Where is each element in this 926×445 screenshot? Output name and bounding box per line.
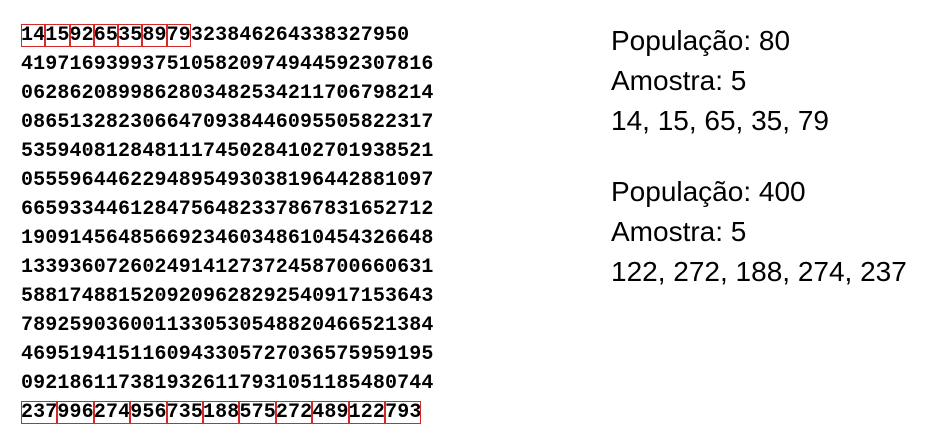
digit-sequence: 4197169399375105820974944592307816 [21,53,434,76]
highlighted-number: 237 [21,401,58,424]
digits-row: 0628620899862803482534211706798214 [21,79,434,108]
digits-row: 1909145648566923460348610454326648 [21,224,434,253]
sample-2-notes: População: 400 Amostra: 5 122, 272, 188,… [611,172,907,292]
digits-row: 0921861173819326117931051185480744 [21,369,434,398]
digit-sequence: 0555964462294895493038196442881097 [21,169,434,192]
digit-sequence: 6659334461284756482337867831652712 [21,198,434,221]
digit-sequence: 4695194151160943305727036575959195 [21,343,434,366]
digits-row: 6659334461284756482337867831652712 [21,195,434,224]
digits-row: 0555964462294895493038196442881097 [21,166,434,195]
digit-sequence: 1909145648566923460348610454326648 [21,227,434,250]
digit-sequence: 0628620899862803482534211706798214 [21,82,434,105]
digits-row: 5881748815209209628292540917153643 [21,282,434,311]
digits-row: 7892590360011330530548820466521384 [21,311,434,340]
sample-size-label: Amostra: 5 [611,65,747,96]
highlighted-number: 489 [312,401,349,424]
sample-size-label: Amostra: 5 [611,216,747,247]
highlighted-number: 89 [142,24,167,47]
digit-sequence: 323846264338327950 [190,24,410,47]
digit-sequence: 5359408128481117450284102701938521 [21,140,434,163]
digits-row: 14159265358979323846264338327950 [21,21,434,50]
highlighted-number: 735 [166,401,204,424]
digit-sequence: 0865132823066470938446095505822317 [21,111,434,134]
highlighted-number: 274 [93,401,131,424]
digit-sequence: 7892590360011330530548820466521384 [21,314,434,337]
highlighted-number: 575 [239,401,276,424]
digits-row: 0865132823066470938446095505822317 [21,108,434,137]
digits-row: 4197169399375105820974944592307816 [21,50,434,79]
digits-row: 4695194151160943305727036575959195 [21,340,434,369]
sample-1-notes: População: 80 Amostra: 5 14, 15, 65, 35,… [611,21,829,141]
highlighted-number: 793 [385,401,422,424]
selected-values: 122, 272, 188, 274, 237 [611,256,907,287]
digit-sequence: 1339360726024914127372458700660631 [21,256,434,279]
highlighted-number: 188 [203,401,240,424]
highlighted-number: 996 [57,401,94,424]
highlighted-number: 272 [275,401,313,424]
digits-row: 5359408128481117450284102701938521 [21,137,434,166]
digit-sequence: 5881748815209209628292540917153643 [21,285,434,308]
selected-values: 14, 15, 65, 35, 79 [611,105,829,136]
highlighted-number: 14 [21,24,46,47]
highlighted-number: 15 [45,24,70,47]
highlighted-number: 956 [130,401,167,424]
digits-row: 1339360726024914127372458700660631 [21,253,434,282]
highlighted-number: 122 [348,401,386,424]
highlighted-number: 35 [118,24,143,47]
digits-row: 237996274956735188575272489122793 [21,398,434,427]
digit-sequence: 0921861173819326117931051185480744 [21,372,434,395]
highlighted-number: 92 [69,24,94,47]
random-digits-table: 14159265358979323846264338327950 41971693… [21,21,434,427]
highlighted-number: 65 [93,24,119,47]
population-label: População: 400 [611,176,806,207]
population-label: População: 80 [611,25,791,56]
highlighted-number: 79 [166,24,191,47]
